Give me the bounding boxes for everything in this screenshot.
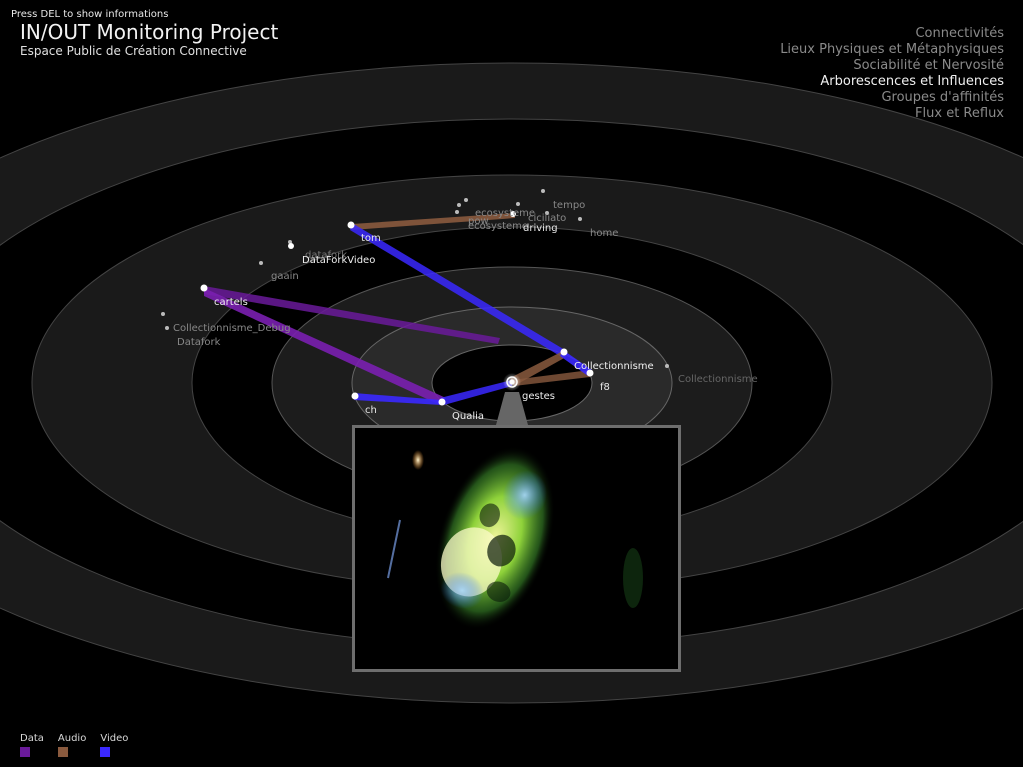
menu-item-sociabilite[interactable]: Sociabilité et Nervosité: [853, 58, 1004, 73]
node-driving: [510, 211, 516, 217]
label-gestes: gestes: [522, 391, 555, 402]
video-pointer: [496, 392, 528, 425]
label-gaain: gaain: [271, 271, 299, 282]
label-qualia: Qualia: [452, 411, 484, 422]
active-nodes: [200, 211, 594, 406]
label-cartels: cartels: [214, 297, 248, 308]
label-tom: tom: [361, 233, 381, 244]
label-driving: driving: [523, 223, 558, 234]
page-subtitle: Espace Public de Création Connective: [20, 44, 247, 58]
legend-audio: Audio: [57, 733, 87, 757]
link-gestes-collectionnisme: [510, 350, 566, 386]
label-ch: ch: [365, 405, 377, 416]
label-ecosysteme: ecosysteme: [475, 208, 535, 219]
node-ch: [351, 392, 359, 400]
menu-item-flux[interactable]: Flux et Reflux: [915, 106, 1004, 121]
menu-item-groupes[interactable]: Groupes d'affinités: [881, 90, 1004, 105]
node-f8: [586, 369, 594, 377]
node-gestes: [506, 376, 518, 388]
page-title: IN/OUT Monitoring Project: [20, 20, 279, 44]
legend-audio-label: Audio: [57, 733, 87, 744]
label-collectionnisme-far: Collectionnisme: [678, 374, 758, 385]
label-f8: f8: [600, 382, 610, 393]
view-menu: Connectivités Lieux Physiques et Métaphy…: [780, 26, 1004, 122]
label-datafork-ghost: datafork: [305, 250, 347, 261]
node-datafork-video: [288, 243, 294, 249]
label-pow: pow: [468, 216, 489, 227]
node-tom: [347, 221, 355, 229]
video-content: [387, 446, 643, 630]
label-tempo: tempo: [553, 200, 585, 211]
ghost-nodes: [161, 189, 669, 368]
label-home: home: [590, 228, 618, 239]
node-cartels: [200, 284, 208, 292]
legend-audio-swatch: [57, 747, 68, 757]
label-collectionnisme-debug: Collectionnisme_Debug: [173, 323, 291, 334]
menu-item-connectivites[interactable]: Connectivités: [915, 26, 1004, 41]
node-qualia: [438, 398, 446, 406]
link-tom-collectionnisme: [350, 223, 565, 356]
label-datafork: Datafork: [177, 337, 221, 348]
info-hint: Press DEL to show informations: [11, 9, 169, 20]
node-collectionnisme: [560, 348, 568, 356]
menu-item-lieux[interactable]: Lieux Physiques et Métaphysiques: [780, 42, 1004, 57]
legend-data-swatch: [20, 747, 30, 757]
legend-data-label: Data: [20, 733, 44, 744]
label-collectionnisme: Collectionnisme: [574, 361, 654, 372]
node-labels: tom datafork DataForkVideo gaain cartels…: [173, 200, 758, 422]
legend-video: Video: [100, 733, 128, 757]
link-ch-qualia: [354, 393, 442, 405]
link-gestes-f8: [512, 370, 590, 386]
menu-item-arborescences[interactable]: Arborescences et Influences: [820, 74, 1004, 89]
label-datafork-video: DataForkVideo: [302, 255, 375, 266]
legend-data: Data: [20, 733, 44, 757]
label-ciciliato: ciciliato: [528, 213, 566, 224]
video-preview: [352, 425, 681, 672]
label-ecosysteme-b: ecosysteme: [468, 221, 528, 232]
legend-video-label: Video: [100, 733, 129, 744]
link-tom-audio: [352, 213, 515, 230]
link-cartels-qualia: [204, 288, 446, 405]
connection-links: [204, 213, 592, 425]
link-cartels-data-a: [204, 286, 500, 344]
legend-video-swatch: [100, 747, 111, 757]
link-qualia-gestes: [440, 380, 512, 405]
link-collectionnisme-f8: [560, 350, 592, 376]
legend: Data Audio Video: [20, 733, 128, 757]
